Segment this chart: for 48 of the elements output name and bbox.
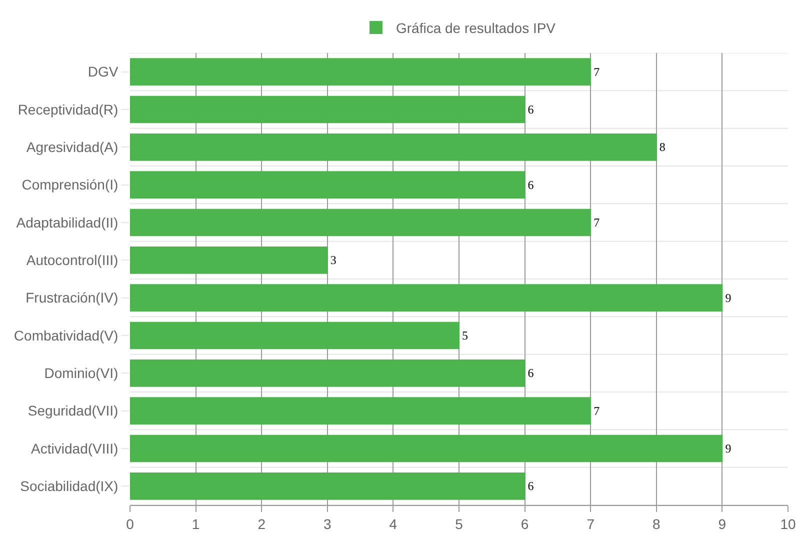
x-tick-label: 10 xyxy=(780,516,796,532)
x-tick-label: 0 xyxy=(126,516,134,532)
data-label: 8 xyxy=(659,140,666,154)
bar xyxy=(130,397,592,425)
y-tick-label: Adaptabilidad(II) xyxy=(16,214,118,230)
y-tick-label: Receptividad(R) xyxy=(18,101,118,118)
y-tick-label: Sociabilidad(IX) xyxy=(20,478,118,494)
bar xyxy=(130,58,592,86)
y-tick-label: Actividad(VIII) xyxy=(31,440,118,456)
data-label: 7 xyxy=(594,216,600,230)
data-label: 6 xyxy=(528,178,534,192)
data-label: 9 xyxy=(725,290,732,305)
data-label: 9 xyxy=(725,442,732,456)
data-label: 7 xyxy=(594,64,600,79)
x-tick-label: 8 xyxy=(652,516,660,532)
bar xyxy=(130,472,526,500)
legend-label: Gráfica de resultados IPV xyxy=(396,20,556,36)
y-tick-label: Agresividad(A) xyxy=(26,139,118,156)
bar xyxy=(130,208,592,236)
x-tick-label: 9 xyxy=(718,516,726,532)
x-tick-label: 6 xyxy=(520,516,529,532)
x-tick-label: 5 xyxy=(455,516,464,532)
y-tick-label: Dominio(VI) xyxy=(44,365,118,382)
x-tick-label: 1 xyxy=(192,516,200,532)
bar xyxy=(130,133,657,161)
data-label: 6 xyxy=(528,102,534,116)
bar xyxy=(130,322,460,350)
data-label: 7 xyxy=(594,404,600,418)
bar xyxy=(130,284,723,312)
y-tick-label: Frustración(IV) xyxy=(26,290,118,306)
x-tick-label: 7 xyxy=(586,516,595,532)
x-tick-label: 4 xyxy=(389,516,398,532)
x-tick-label: 2 xyxy=(258,516,266,532)
data-label: 5 xyxy=(462,328,468,342)
data-label: 3 xyxy=(330,253,336,268)
data-label: 6 xyxy=(528,366,534,380)
y-tick-label: Comprensión(I) xyxy=(22,176,118,193)
bar xyxy=(130,171,526,199)
bar xyxy=(130,96,526,124)
bar xyxy=(130,246,328,274)
bar xyxy=(130,434,723,462)
x-tick-label: 3 xyxy=(324,516,332,532)
bar xyxy=(130,359,526,387)
y-tick-label: Autocontrol(III) xyxy=(26,252,118,268)
y-tick-label: DGV xyxy=(88,64,119,80)
y-tick-label: Combatividad(V) xyxy=(14,327,118,344)
y-tick-label: Seguridad(VII) xyxy=(28,402,118,419)
data-label: 6 xyxy=(528,479,534,494)
